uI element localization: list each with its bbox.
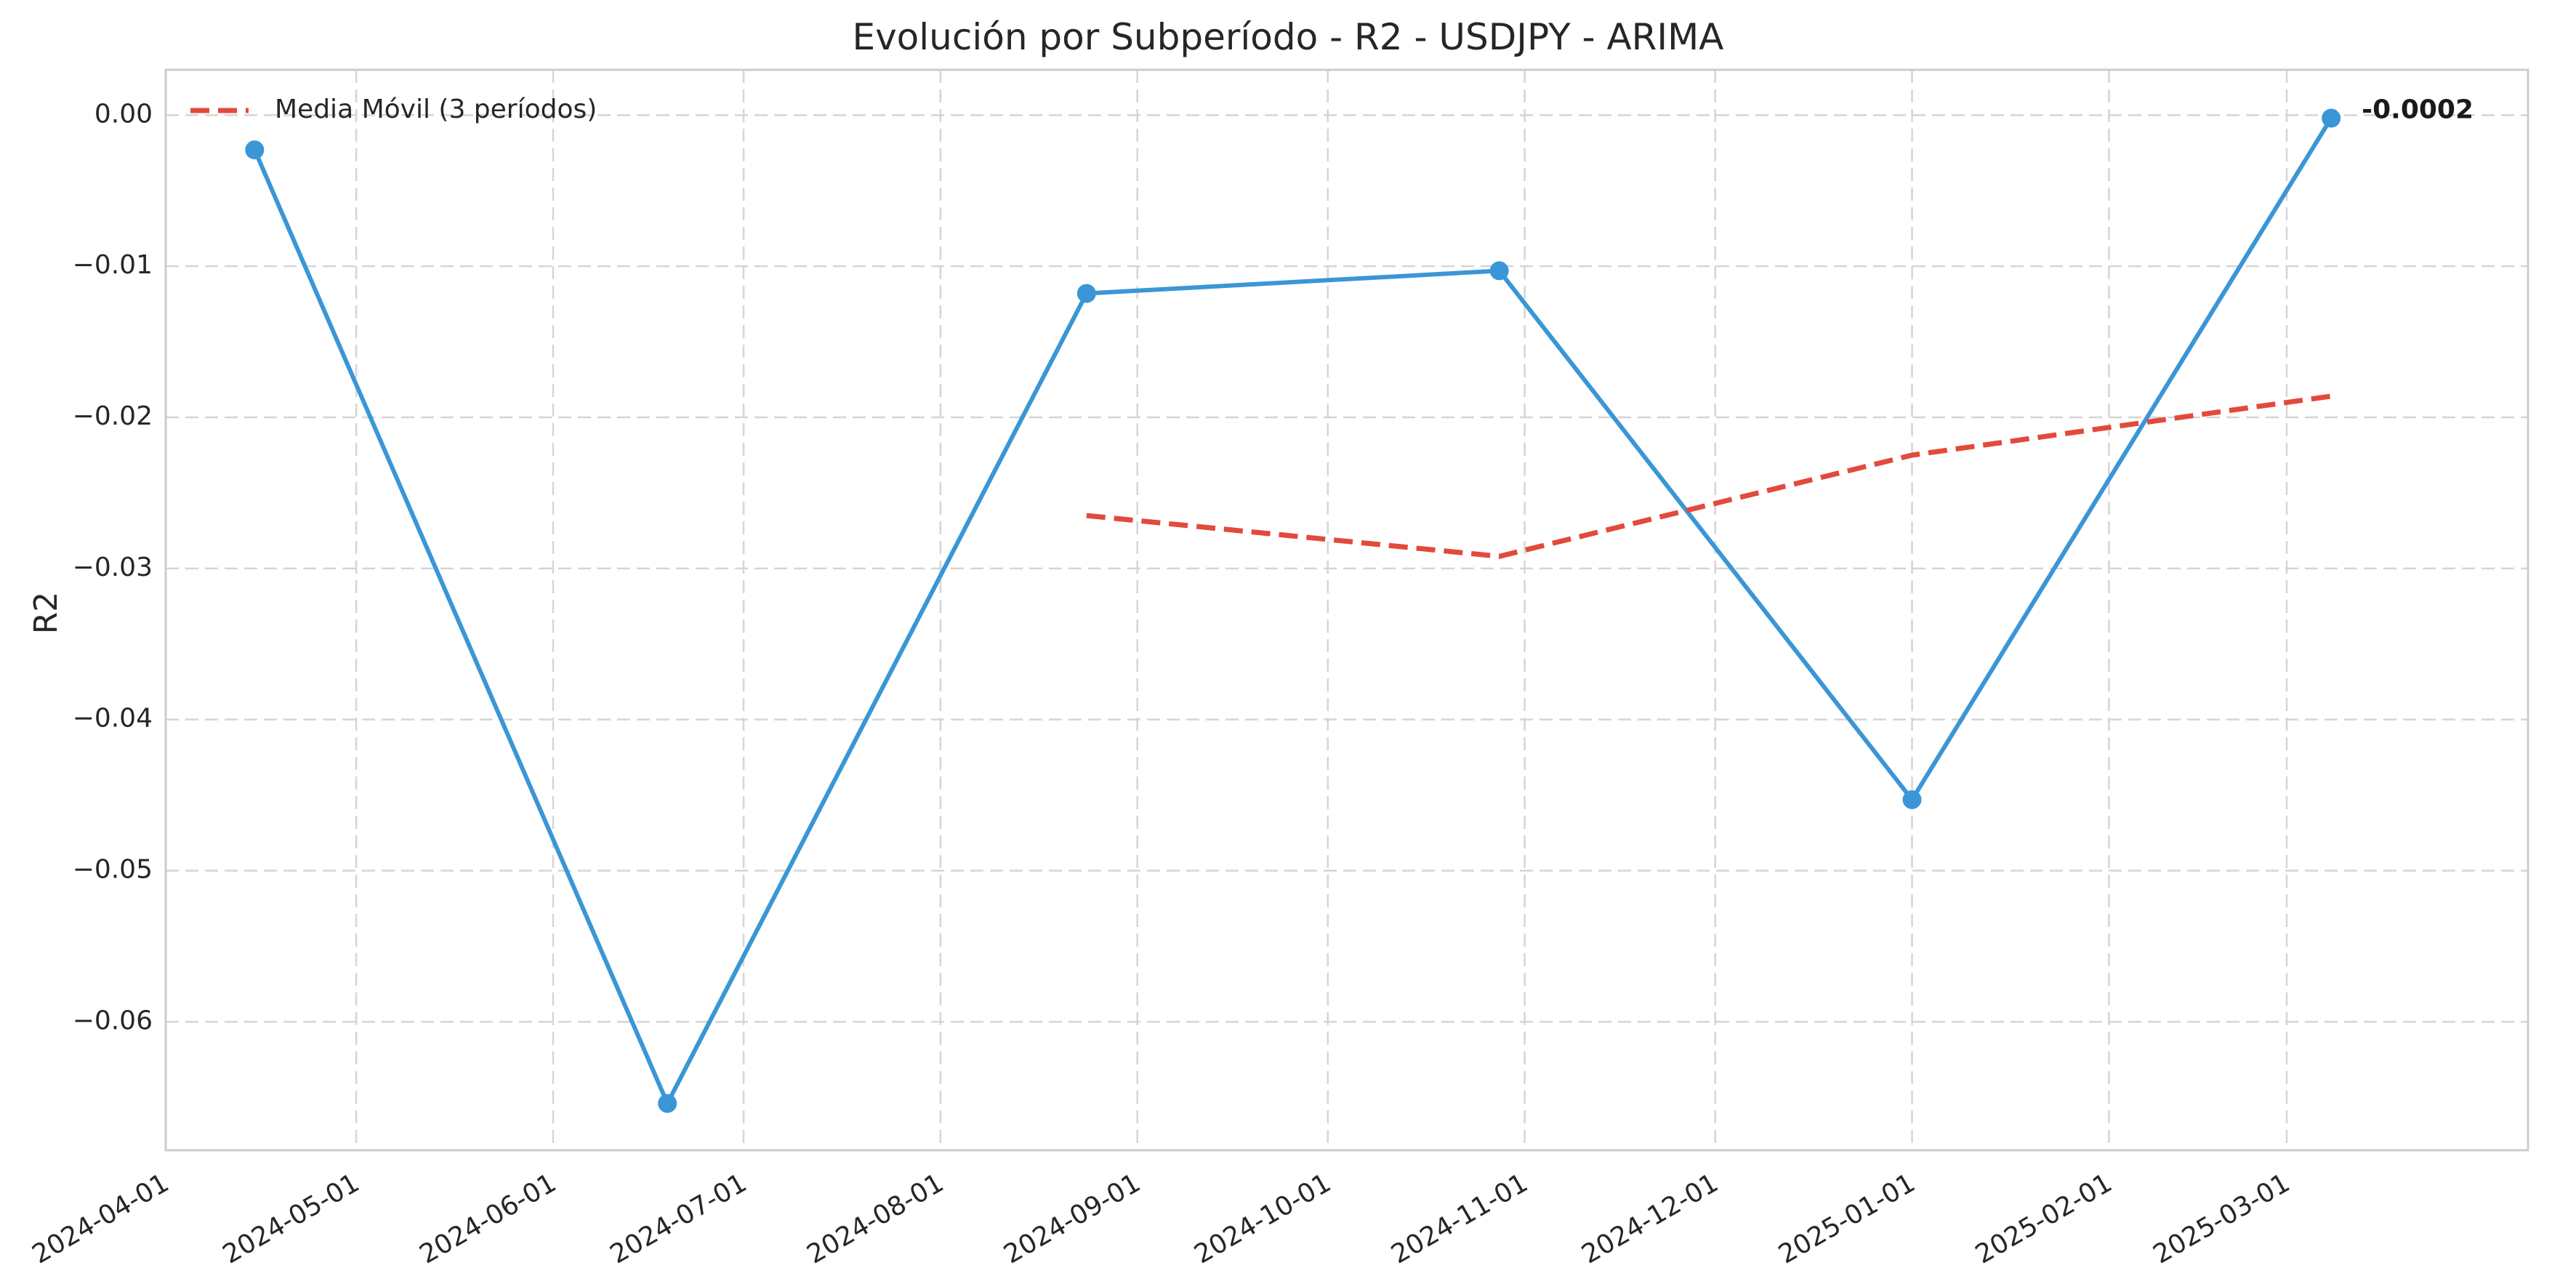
- x-tick-label: 2024-06-01: [415, 1168, 562, 1269]
- x-tick-label: 2024-09-01: [999, 1168, 1146, 1269]
- x-tick-label: 2024-05-01: [218, 1168, 365, 1269]
- r2-series-line: [252, 116, 2333, 1106]
- x-tick-label: 2024-11-01: [1386, 1168, 1533, 1269]
- y-tick-label: −0.01: [73, 250, 153, 280]
- y-tick-label: −0.05: [73, 855, 153, 885]
- chart-title: Evolución por Subperíodo - R2 - USDJPY -…: [853, 16, 1724, 58]
- legend-label: Media Móvil (3 períodos): [275, 95, 597, 124]
- x-tick-label: 2024-10-01: [1189, 1168, 1336, 1269]
- y-axis-label: R2: [28, 592, 65, 635]
- data-point: [2322, 108, 2341, 128]
- data-point: [245, 140, 265, 160]
- data-point: [1489, 261, 1509, 281]
- legend: Media Móvil (3 períodos): [190, 95, 597, 124]
- data-point: [658, 1094, 677, 1113]
- tick-labels: 2024-04-01 2024-05-01 2024-06-01 2024-07-01…: [28, 99, 2295, 1269]
- y-tick-label: 0.00: [94, 99, 153, 129]
- x-tick-label: 2025-01-01: [1774, 1168, 1920, 1269]
- x-tick-label: 2024-08-01: [802, 1168, 949, 1269]
- moving-average-line: [1086, 393, 2332, 559]
- x-tick-label: 2024-12-01: [1577, 1168, 1723, 1269]
- x-tick-label: 2025-03-01: [2149, 1168, 2295, 1269]
- last-value-label: -0.0002: [2362, 95, 2474, 125]
- plot-frame: [164, 68, 2529, 1152]
- y-tick-label: −0.03: [73, 553, 153, 582]
- y-tick-label: −0.04: [73, 704, 153, 734]
- x-tick-label: 2024-04-01: [28, 1168, 174, 1269]
- data-point: [1902, 790, 1922, 809]
- x-tick-label: 2024-07-01: [605, 1168, 752, 1269]
- data-point: [1076, 284, 1096, 303]
- series-layer: -0.0002: [245, 95, 2474, 1113]
- y-tick-label: −0.06: [73, 1006, 153, 1035]
- y-tick-label: −0.02: [73, 401, 153, 431]
- x-tick-label: 2025-02-01: [1971, 1168, 2117, 1269]
- grid: [164, 70, 2528, 1150]
